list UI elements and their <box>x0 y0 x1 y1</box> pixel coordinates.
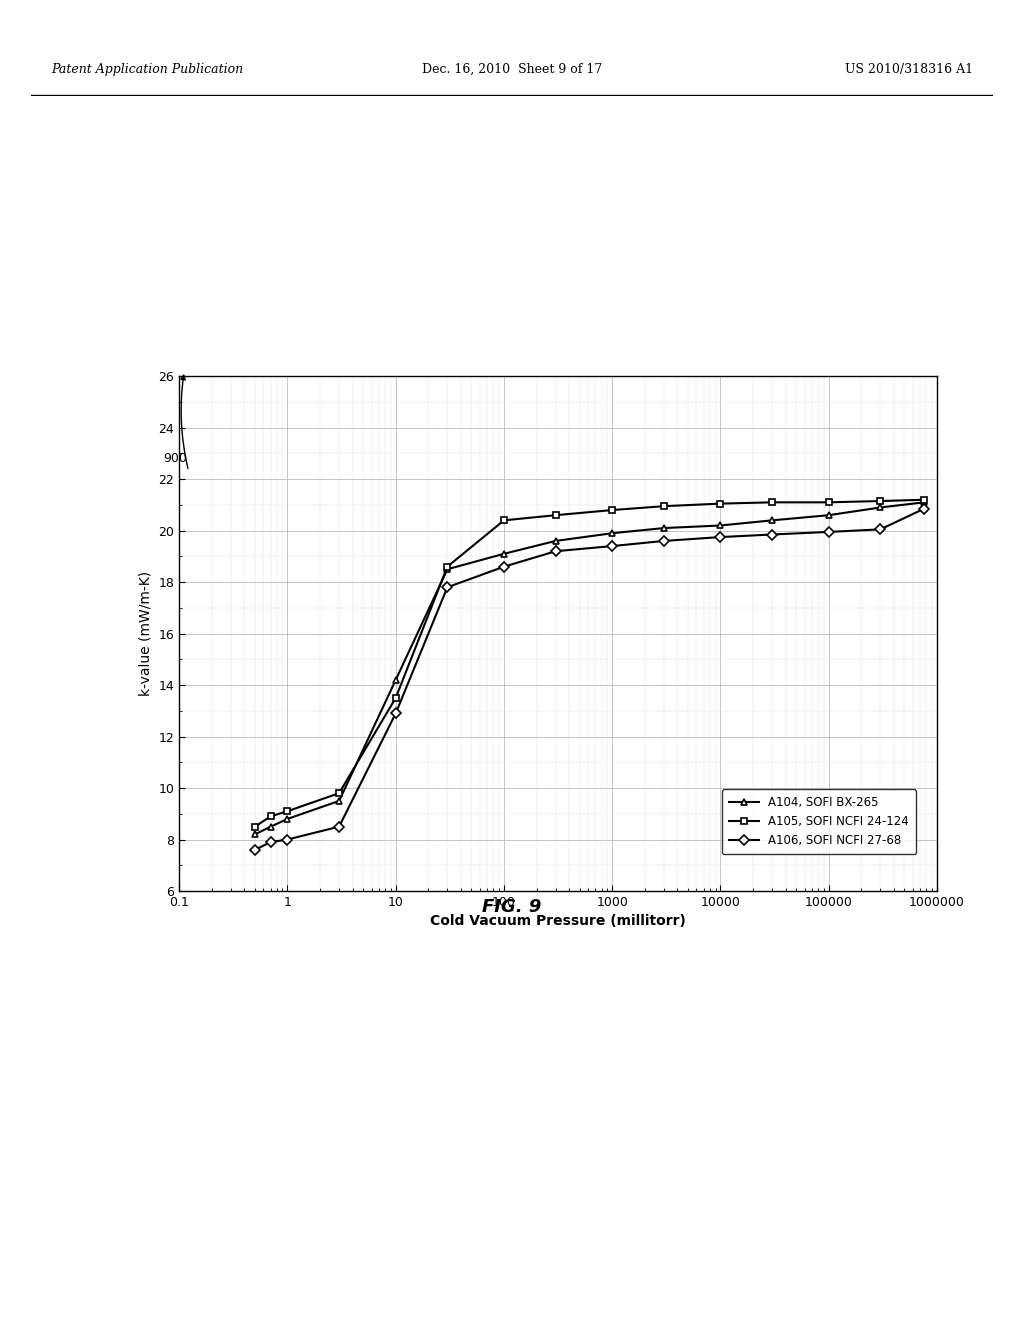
Text: US 2010/318316 A1: US 2010/318316 A1 <box>845 63 973 75</box>
Line: A104, SOFI BX-265: A104, SOFI BX-265 <box>252 499 928 838</box>
A105, SOFI NCFI 24-124 <box>918 492 930 508</box>
A104, SOFI BX-265 <box>333 793 345 809</box>
A104, SOFI BX-265 <box>282 810 294 826</box>
A106, SOFI NCFI 27-68 <box>657 533 670 549</box>
Line: A105, SOFI NCFI 24-124: A105, SOFI NCFI 24-124 <box>252 496 928 830</box>
Text: Dec. 16, 2010  Sheet 9 of 17: Dec. 16, 2010 Sheet 9 of 17 <box>422 63 602 75</box>
A105, SOFI NCFI 24-124 <box>874 494 887 510</box>
Text: FIG. 9: FIG. 9 <box>482 898 542 916</box>
A104, SOFI BX-265 <box>606 525 618 541</box>
A105, SOFI NCFI 24-124 <box>282 804 294 820</box>
A106, SOFI NCFI 27-68 <box>249 842 261 858</box>
A106, SOFI NCFI 27-68 <box>766 527 778 543</box>
A105, SOFI NCFI 24-124 <box>550 507 562 523</box>
A106, SOFI NCFI 27-68 <box>822 524 835 540</box>
A104, SOFI BX-265 <box>550 533 562 549</box>
A105, SOFI NCFI 24-124 <box>657 498 670 513</box>
A105, SOFI NCFI 24-124 <box>264 808 276 824</box>
A106, SOFI NCFI 27-68 <box>498 558 510 574</box>
A104, SOFI BX-265 <box>874 499 887 515</box>
A105, SOFI NCFI 24-124 <box>441 558 454 574</box>
A105, SOFI NCFI 24-124 <box>715 496 727 512</box>
Legend: A104, SOFI BX-265, A105, SOFI NCFI 24-124, A106, SOFI NCFI 27-68: A104, SOFI BX-265, A105, SOFI NCFI 24-12… <box>722 789 915 854</box>
A105, SOFI NCFI 24-124 <box>249 818 261 834</box>
A104, SOFI BX-265 <box>264 818 276 834</box>
A105, SOFI NCFI 24-124 <box>389 690 401 706</box>
A104, SOFI BX-265 <box>918 495 930 511</box>
A105, SOFI NCFI 24-124 <box>498 512 510 528</box>
A104, SOFI BX-265 <box>441 561 454 577</box>
A104, SOFI BX-265 <box>389 672 401 688</box>
A105, SOFI NCFI 24-124 <box>766 495 778 511</box>
A106, SOFI NCFI 27-68 <box>264 834 276 850</box>
A106, SOFI NCFI 27-68 <box>918 500 930 516</box>
A104, SOFI BX-265 <box>498 546 510 562</box>
A104, SOFI BX-265 <box>249 826 261 842</box>
A105, SOFI NCFI 24-124 <box>333 785 345 801</box>
X-axis label: Cold Vacuum Pressure (millitorr): Cold Vacuum Pressure (millitorr) <box>430 915 686 928</box>
A104, SOFI BX-265 <box>715 517 727 533</box>
A106, SOFI NCFI 27-68 <box>333 818 345 834</box>
A105, SOFI NCFI 24-124 <box>822 495 835 511</box>
A106, SOFI NCFI 27-68 <box>715 529 727 545</box>
A106, SOFI NCFI 27-68 <box>389 705 401 721</box>
A104, SOFI BX-265 <box>822 507 835 523</box>
Text: 900: 900 <box>163 451 186 465</box>
A106, SOFI NCFI 27-68 <box>874 521 887 537</box>
A106, SOFI NCFI 27-68 <box>550 544 562 560</box>
A104, SOFI BX-265 <box>657 520 670 536</box>
A105, SOFI NCFI 24-124 <box>606 502 618 517</box>
A104, SOFI BX-265 <box>766 512 778 528</box>
A106, SOFI NCFI 27-68 <box>606 539 618 554</box>
A106, SOFI NCFI 27-68 <box>282 832 294 847</box>
Y-axis label: k-value (mW/m-K): k-value (mW/m-K) <box>139 572 153 696</box>
Text: Patent Application Publication: Patent Application Publication <box>51 63 244 75</box>
A106, SOFI NCFI 27-68 <box>441 579 454 595</box>
Line: A106, SOFI NCFI 27-68: A106, SOFI NCFI 27-68 <box>252 506 928 853</box>
